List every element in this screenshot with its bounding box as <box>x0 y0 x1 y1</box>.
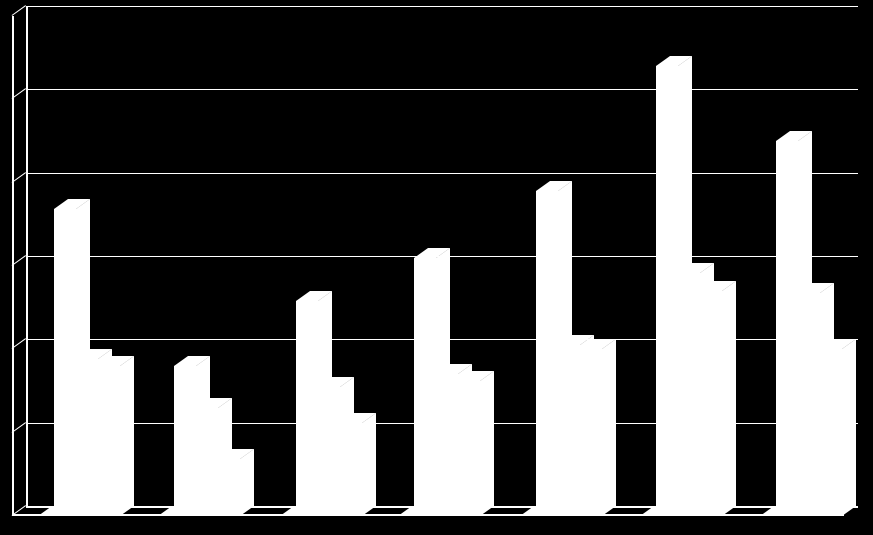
bar <box>340 423 362 516</box>
bar-side <box>842 339 856 516</box>
bar <box>558 345 580 516</box>
bar <box>296 301 318 516</box>
bar <box>656 66 678 516</box>
bar-chart <box>12 6 858 516</box>
bar <box>678 273 700 516</box>
bar <box>798 293 820 516</box>
bar <box>196 408 218 516</box>
bar <box>536 191 558 516</box>
bar <box>820 349 842 516</box>
bar <box>318 387 340 516</box>
bar-side <box>480 371 494 516</box>
bar <box>776 141 798 516</box>
bar <box>580 349 602 516</box>
y-axis-front <box>12 16 14 516</box>
bar <box>76 359 98 516</box>
bar-side <box>722 281 736 516</box>
gridline <box>26 6 858 7</box>
bar <box>218 459 240 516</box>
bar <box>436 374 458 516</box>
bar <box>414 258 436 516</box>
bar-side <box>120 356 134 516</box>
bar <box>458 381 480 516</box>
bar-side <box>602 339 616 516</box>
bar-side <box>362 413 376 516</box>
gridline <box>26 173 858 174</box>
bar <box>98 366 120 516</box>
gridline <box>26 89 858 90</box>
bar-side <box>240 449 254 516</box>
bar <box>54 209 76 516</box>
bar <box>174 366 196 516</box>
grid-connector <box>11 5 26 16</box>
bar <box>700 291 722 516</box>
